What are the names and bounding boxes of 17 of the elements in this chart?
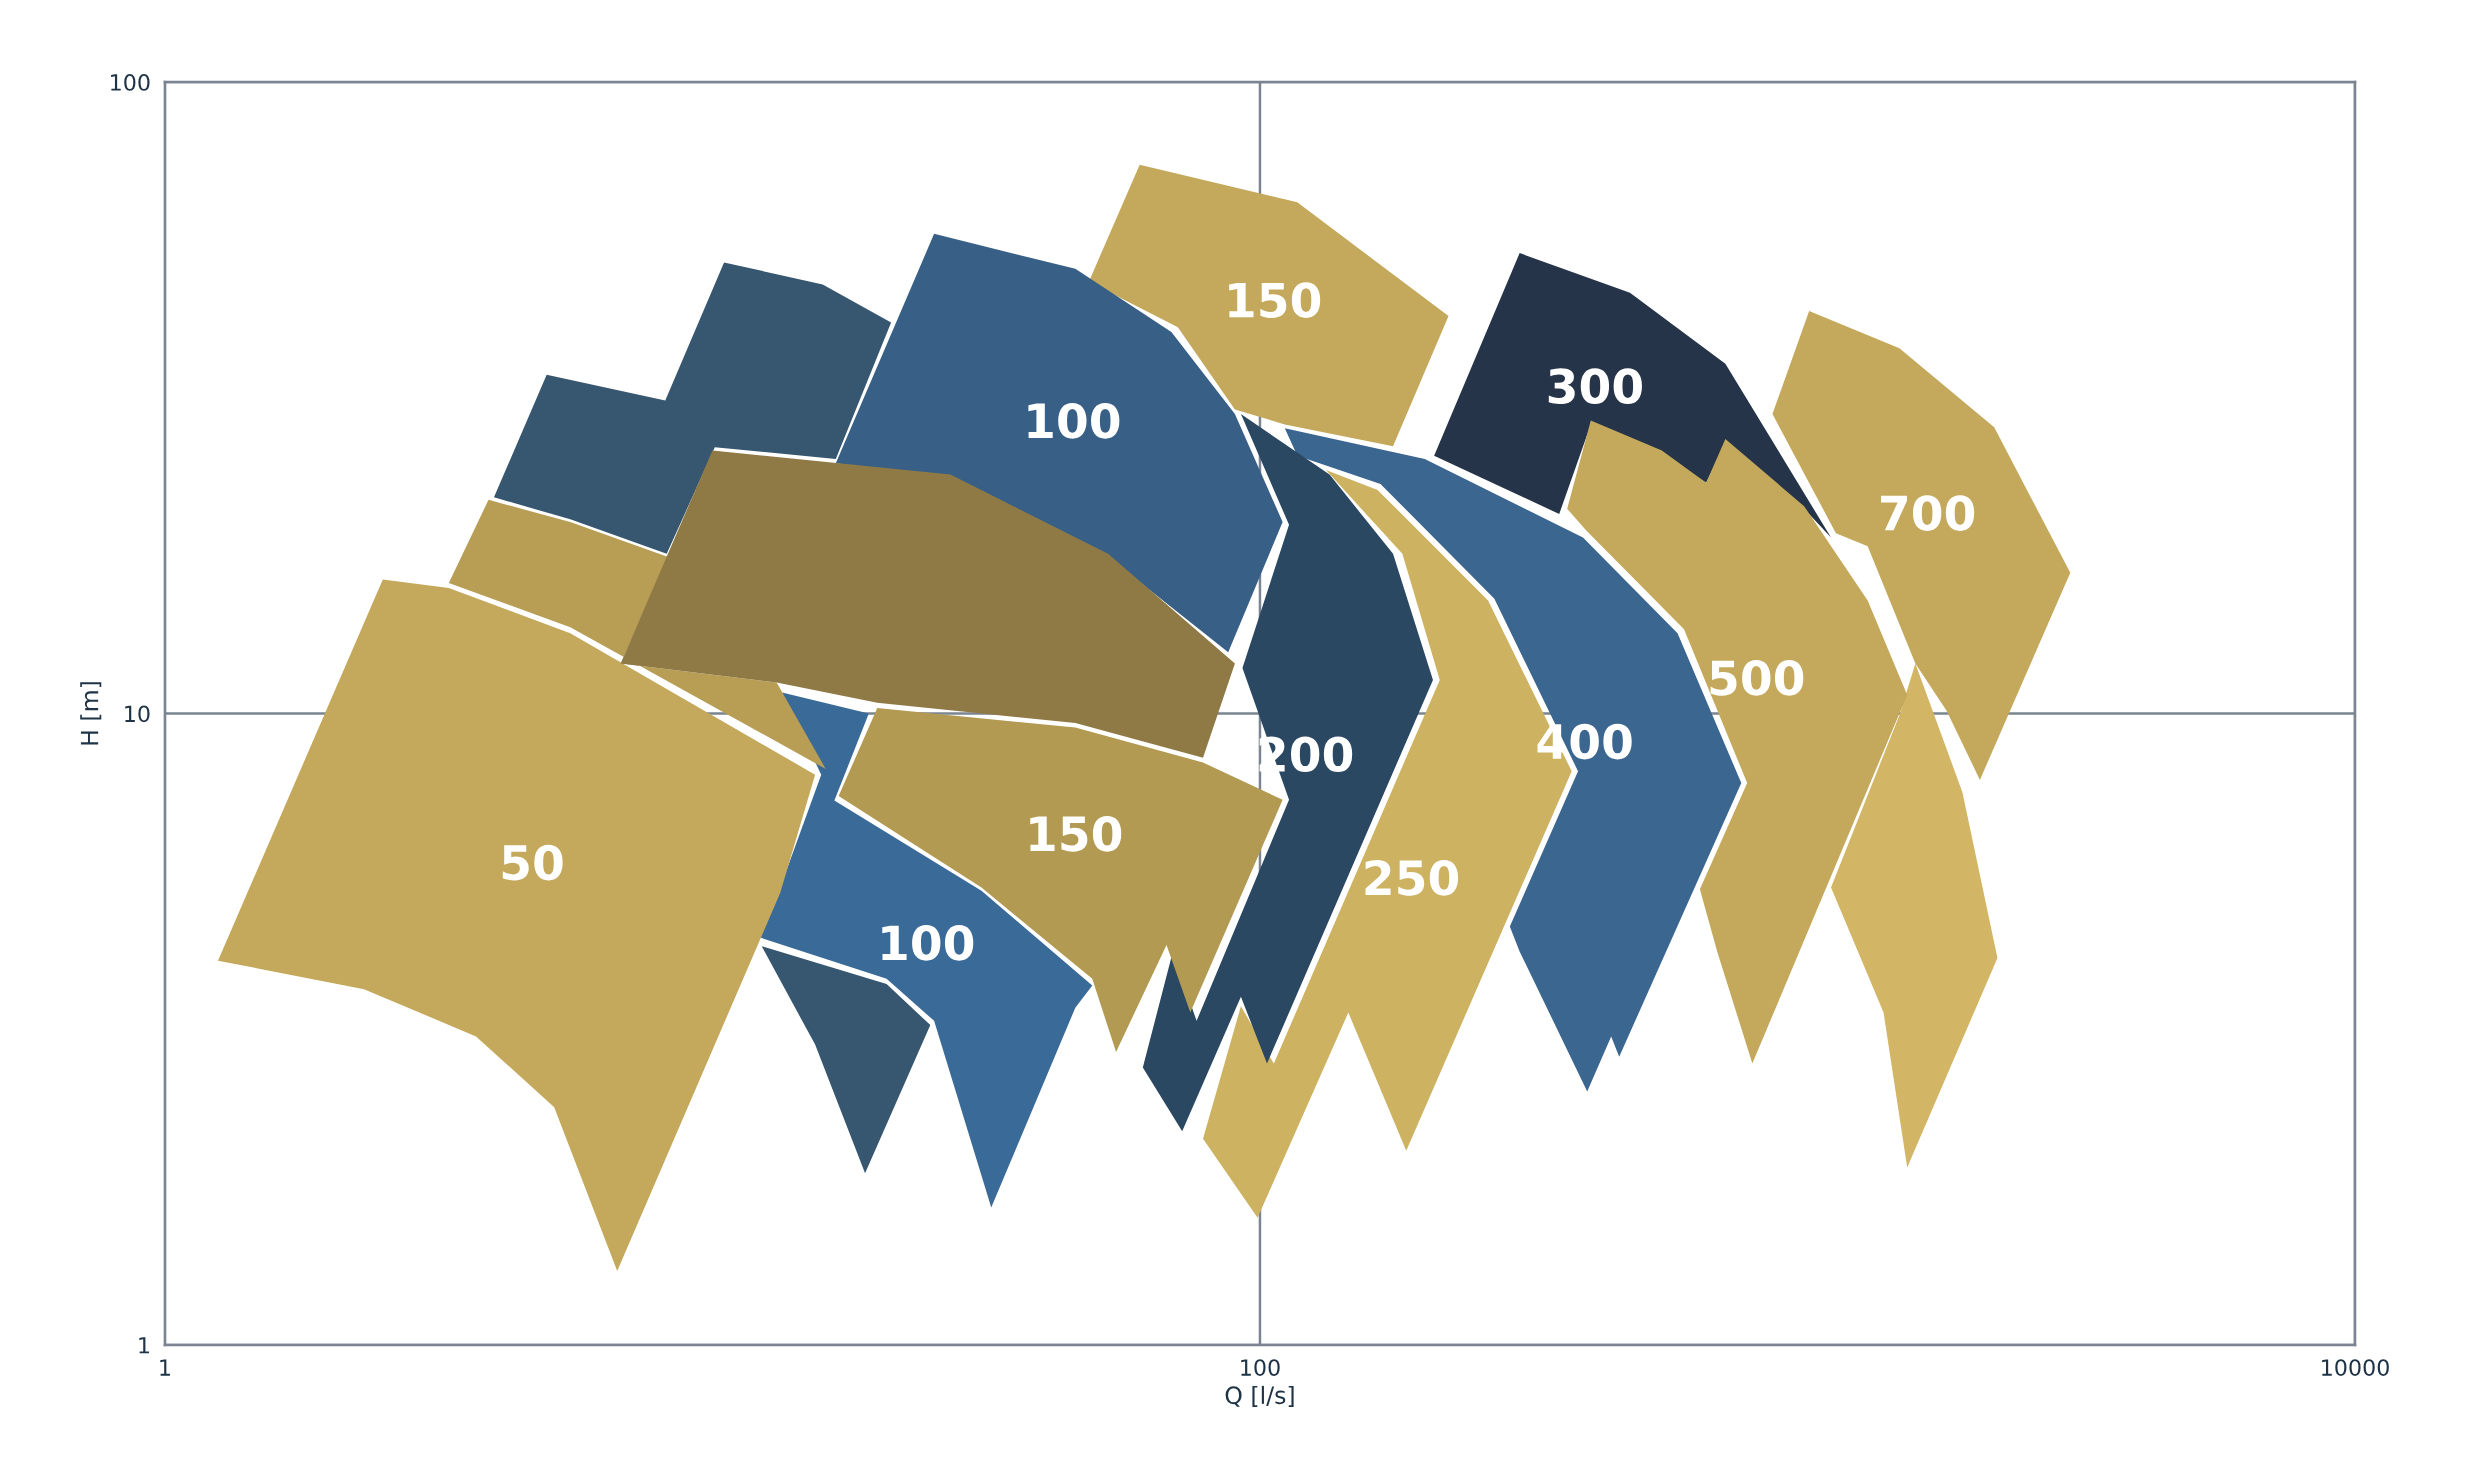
y-tick-label: 1 bbox=[139, 1337, 149, 1354]
series-label: 150 bbox=[1229, 282, 1321, 319]
x-axis-title: Q [l/s] bbox=[1225, 1385, 1294, 1407]
series-label: 150 bbox=[1030, 815, 1122, 852]
y-tick-label: 10 bbox=[125, 705, 150, 723]
x-tick-label: 10000 bbox=[2322, 1359, 2389, 1377]
y-tick-label: 100 bbox=[111, 74, 150, 91]
series-label: 700 bbox=[1881, 495, 1975, 531]
x-tick-label: 1 bbox=[160, 1359, 170, 1376]
series-label: 300 bbox=[1548, 368, 1642, 405]
series-label: 50 bbox=[502, 844, 563, 881]
series-label: 100 bbox=[1028, 402, 1120, 439]
y-axis-title: H [m] bbox=[80, 682, 102, 745]
x-tick-label: 100 bbox=[1241, 1359, 1280, 1377]
series-label: 100 bbox=[882, 925, 974, 961]
series-label: 250 bbox=[1365, 860, 1459, 896]
series-label: 500 bbox=[1710, 660, 1804, 696]
